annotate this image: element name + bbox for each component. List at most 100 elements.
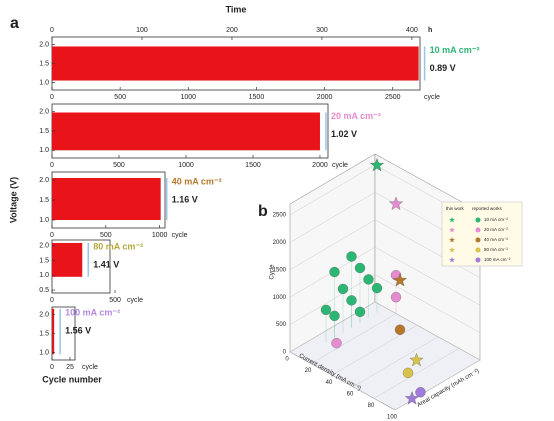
time-axis-label: Time bbox=[226, 4, 247, 14]
reported-point bbox=[354, 306, 366, 317]
y-tick-label: 1.5 bbox=[39, 330, 49, 337]
cycle-tick-label: 2500 bbox=[273, 213, 287, 219]
cycle-tick-label: 1000 bbox=[273, 295, 287, 301]
legend-sphere bbox=[475, 227, 481, 233]
legend-sphere bbox=[475, 237, 481, 243]
reported-point bbox=[390, 292, 402, 303]
current-label: 40 mA cm⁻² bbox=[172, 176, 222, 186]
time-tick-label: 200 bbox=[226, 27, 238, 34]
reported-point bbox=[329, 310, 340, 322]
x-tick-label: 500 bbox=[109, 297, 121, 304]
grid-line bbox=[373, 348, 460, 399]
grid-line bbox=[352, 336, 439, 388]
legend-header: reported works bbox=[472, 206, 503, 211]
x-tick-label: 0 bbox=[50, 364, 54, 371]
time-tick-label: 0 bbox=[50, 27, 54, 34]
legend-box bbox=[441, 201, 523, 267]
legend-star bbox=[449, 257, 455, 263]
x-unit-label: cycle bbox=[172, 232, 188, 239]
reported-point bbox=[354, 262, 366, 274]
x-tick-label: 25 bbox=[66, 364, 74, 371]
y-tick-label: 2.0 bbox=[39, 109, 49, 116]
voltage-band bbox=[52, 112, 320, 151]
x-tick-label: 0 bbox=[50, 232, 54, 239]
x-tick-label: 0 bbox=[50, 162, 54, 169]
reported-point bbox=[331, 337, 342, 349]
x-tick-label: 500 bbox=[100, 232, 112, 239]
current-tick-label: 20 bbox=[305, 368, 312, 374]
legend-label: 100 mA cm⁻² bbox=[484, 257, 511, 262]
reported-point bbox=[346, 251, 357, 262]
current-label: 10 mA cm⁻² bbox=[430, 45, 480, 55]
y-tick-label: 1.0 bbox=[39, 79, 49, 86]
cycle-tick-label: 500 bbox=[276, 322, 287, 328]
current-tick-label: 80 bbox=[368, 403, 375, 409]
y-tick-label: 1.5 bbox=[39, 197, 49, 204]
voltage-label: 1.02 V bbox=[331, 129, 357, 139]
y-tick-label: 1.0 bbox=[39, 217, 49, 224]
reported-point bbox=[402, 367, 414, 379]
this-work-point bbox=[392, 272, 408, 287]
y-tick-label: 2.0 bbox=[39, 41, 49, 48]
current-tick-label: 100 bbox=[387, 415, 398, 421]
reported-point bbox=[415, 387, 426, 398]
time-tick-label: 300 bbox=[316, 27, 328, 34]
x-tick-label: 2000 bbox=[312, 162, 328, 169]
y-tick-label: 1.0 bbox=[39, 272, 49, 279]
time-unit-label: h bbox=[428, 27, 432, 34]
grid-line bbox=[289, 274, 481, 333]
this-work-point bbox=[409, 352, 424, 367]
voltage-label: 1.41 V bbox=[93, 259, 119, 269]
current-label: 80 mA cm⁻² bbox=[93, 241, 143, 251]
grid-line bbox=[289, 246, 481, 306]
this-work-point bbox=[404, 391, 420, 405]
legend-sphere bbox=[475, 217, 481, 223]
x-tick-label: 0 bbox=[50, 94, 54, 101]
x-tick-label: 1500 bbox=[249, 94, 265, 101]
y-tick-label: 2.0 bbox=[39, 311, 49, 318]
this-work-point bbox=[369, 157, 385, 172]
x-tick-label: 2500 bbox=[385, 94, 401, 101]
x-unit-label: cycle bbox=[424, 94, 440, 101]
x-tick-label: 2000 bbox=[317, 94, 333, 101]
legend-star bbox=[449, 247, 455, 253]
x-unit-label: cycle bbox=[127, 297, 143, 304]
voltage-band bbox=[52, 178, 161, 220]
legend-sphere bbox=[475, 257, 481, 263]
y-axis-label: Voltage (V) bbox=[8, 177, 18, 223]
x-tick-label: 500 bbox=[113, 162, 125, 169]
x-tick-label: 1000 bbox=[152, 232, 168, 239]
y-tick-label: 2.0 bbox=[39, 177, 49, 184]
x-tick-label: 1500 bbox=[245, 162, 261, 169]
current-tick-label: 0 bbox=[285, 357, 289, 363]
reported-point bbox=[337, 283, 349, 295]
cycle-tick-label: 2000 bbox=[273, 240, 287, 246]
current-label: 100 mA cm⁻² bbox=[65, 307, 120, 317]
reported-point bbox=[346, 295, 357, 306]
legend-label: 20 mA cm⁻² bbox=[484, 227, 508, 232]
y-tick-label: 1.5 bbox=[39, 60, 49, 67]
y-tick-label: 1.0 bbox=[39, 147, 49, 154]
grid-line bbox=[310, 313, 397, 364]
legend-label: 80 mA cm⁻² bbox=[484, 247, 508, 252]
x-tick-label: 1000 bbox=[178, 162, 194, 169]
y-tick-label: 2.0 bbox=[39, 243, 49, 250]
legend-star bbox=[449, 217, 455, 223]
legend-label: 40 mA cm⁻² bbox=[484, 237, 508, 242]
voltage-band bbox=[52, 308, 55, 355]
legend-star bbox=[449, 227, 455, 233]
x-tick-label: 1000 bbox=[181, 94, 197, 101]
legend-sphere bbox=[475, 247, 481, 253]
reported-point bbox=[371, 282, 383, 294]
reported-point bbox=[320, 304, 332, 316]
current-tick-label: 60 bbox=[347, 391, 354, 397]
reported-point bbox=[394, 324, 406, 335]
x-tick-label: 500 bbox=[114, 94, 126, 101]
time-tick-label: 400 bbox=[406, 27, 418, 34]
panel-label: b bbox=[258, 203, 268, 220]
x-tick-label: 0 bbox=[50, 297, 54, 304]
voltage-label: 1.16 V bbox=[172, 194, 198, 204]
panel-label: a bbox=[10, 15, 19, 32]
legend-header: this work bbox=[446, 206, 465, 211]
